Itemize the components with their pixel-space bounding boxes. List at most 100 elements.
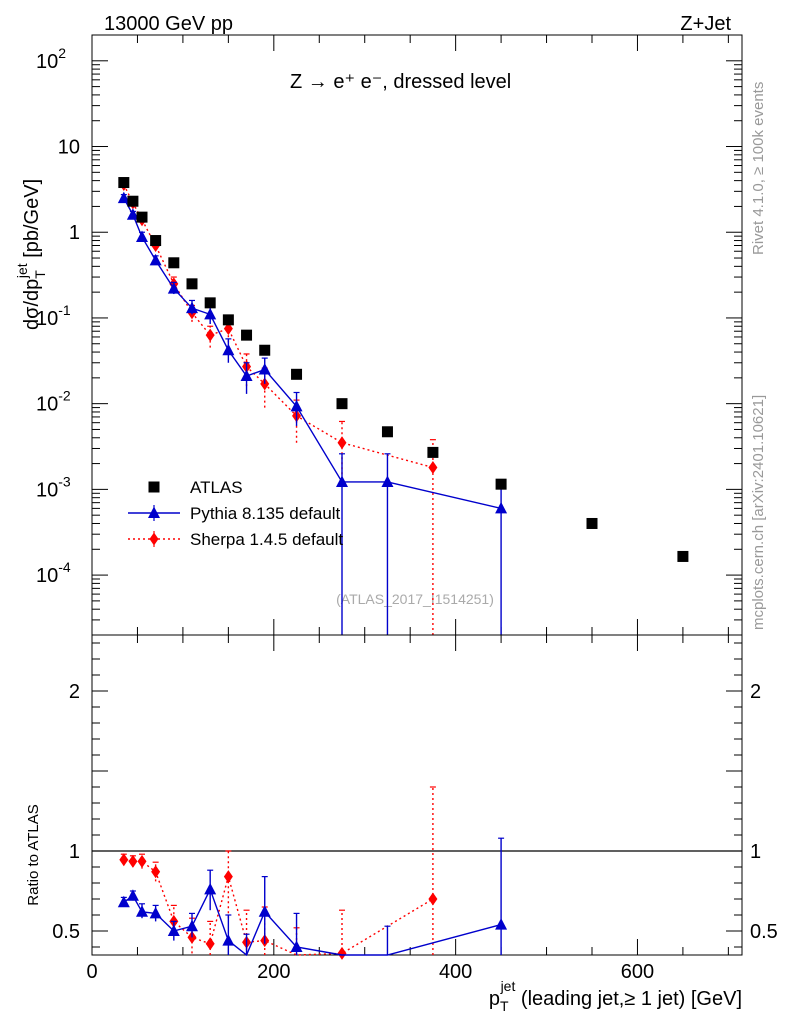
pythia-ratio-point	[222, 934, 235, 946]
legend-label: Sherpa 1.4.5 default	[190, 530, 343, 549]
atlas-point	[150, 235, 162, 247]
ratio-y-tick-label: 1	[69, 841, 80, 863]
ratio-y-tick-label-right: 2	[750, 681, 761, 703]
x-tick-label: 600	[621, 961, 654, 983]
pythia-point	[258, 363, 271, 375]
pythia-ratio-point	[126, 889, 139, 901]
sherpa-ratio-point	[128, 854, 138, 868]
pythia-point	[336, 475, 348, 487]
y-tick-base: 10	[36, 394, 58, 416]
x-tick-label: 200	[257, 961, 290, 983]
pythia-ratio-point	[117, 895, 130, 908]
pythia-point	[240, 369, 253, 382]
ratio-panel-frame	[91, 634, 743, 956]
x-tick-label: 400	[439, 961, 472, 983]
atlas-point	[427, 446, 439, 458]
ylabel-sup: jet	[14, 263, 30, 279]
pythia-point	[222, 343, 235, 356]
pythia-point	[117, 191, 130, 204]
y-tick-base: 10	[36, 565, 58, 587]
y-tick-label: 10-2	[36, 388, 71, 416]
atlas-point	[291, 368, 303, 380]
main-y-axis-label: dσ/dpTjet [pb/GeV]	[14, 179, 48, 330]
xlabel-rest: (leading jet,≥ 1 jet) [GeV]	[515, 988, 742, 1010]
sherpa-ratio-point	[337, 946, 347, 960]
pythia-point	[186, 301, 198, 314]
atlas-point	[677, 550, 689, 562]
header-process: 13000 GeV pp	[104, 13, 233, 35]
pythia-point	[149, 253, 162, 266]
main-data-layer	[117, 177, 689, 635]
y-tick-label: 1	[69, 222, 80, 244]
pythia-point	[495, 501, 508, 514]
atlas-point	[222, 314, 234, 326]
legend-marker	[148, 481, 160, 493]
pythia-ratio-point	[204, 882, 217, 895]
atlas-point	[127, 195, 139, 207]
ratio-data-layer	[117, 786, 508, 960]
atlas-point	[136, 211, 148, 223]
pythia-point	[381, 475, 394, 487]
ratio-y-tick-label: 0.5	[52, 921, 80, 943]
legend-marker	[148, 506, 160, 518]
pythia-ratio-point	[495, 918, 508, 930]
ratio-y-tick-labels: 0.5 0.5 1 1 2 2	[52, 681, 778, 943]
y-tick-base: 10	[36, 51, 58, 73]
rivet-label: Rivet 4.1.0, ≥ 100k events	[750, 82, 767, 255]
ratio-axis-ticks	[91, 635, 742, 955]
sherpa-ratio-line	[123, 859, 434, 956]
pythia-ratio-point	[167, 924, 180, 936]
xlabel-p: p	[489, 988, 500, 1010]
sherpa-ratio-point	[428, 892, 438, 906]
y-tick-exponent: -1	[58, 302, 71, 318]
sherpa-point	[428, 460, 438, 474]
atlas-point	[381, 426, 393, 438]
main-axis-ticks	[91, 34, 742, 636]
ylabel-sub: T	[32, 270, 48, 279]
y-tick-exponent: -4	[58, 559, 71, 575]
atlas-point	[336, 398, 348, 410]
pythia-ratio-point	[290, 940, 303, 952]
atlas-point	[118, 177, 130, 189]
y-tick-label: 10-4	[36, 559, 71, 587]
y-tick-base: 10	[36, 308, 58, 330]
sherpa-ratio-point	[223, 870, 233, 884]
y-tick-label: 10-1	[36, 302, 71, 330]
sherpa-line	[123, 184, 434, 469]
ratio-y-tick-label-right: 1	[750, 841, 761, 863]
pythia-point	[290, 399, 303, 412]
sherpa-point	[205, 328, 215, 342]
xlabel-sub: T	[500, 998, 509, 1014]
pythia-line	[123, 197, 502, 510]
atlas-point	[186, 278, 198, 290]
header-analysis: Z+Jet	[680, 13, 731, 35]
legend-marker	[149, 532, 159, 546]
ratio-y-tick-label: 2	[69, 681, 80, 703]
analysis-watermark: (ATLAS_2017_I1514251)	[336, 591, 494, 607]
y-tick-base: 10	[36, 479, 58, 501]
ylabel-pre: dσ/dp	[21, 279, 43, 330]
ratio-y-axis-label: Ratio to ATLAS	[25, 804, 42, 905]
legend-label: Pythia 8.135 default	[190, 504, 341, 523]
chart-title: Z → e⁺ e⁻, dressed level	[290, 71, 511, 93]
x-axis-label: pTjet (leading jet,≥ 1 jet) [GeV]	[489, 978, 742, 1014]
pythia-ratio-point	[258, 905, 271, 917]
pythia-point	[126, 208, 139, 220]
pythia-ratio-line	[123, 887, 502, 957]
legend-label: ATLAS	[190, 478, 243, 497]
x-tick-label: 0	[86, 961, 97, 983]
y-tick-exponent: 2	[58, 45, 66, 61]
sherpa-ratio-point	[151, 865, 161, 879]
ratio-y-tick-label-right: 0.5	[750, 921, 778, 943]
atlas-point	[204, 297, 216, 309]
ylabel-rest: [pb/GeV]	[21, 179, 43, 264]
mcplots-label: mcplots.cern.ch [arXiv:2401.10621]	[750, 395, 767, 630]
sherpa-point	[337, 436, 347, 450]
sherpa-ratio-point	[137, 854, 147, 868]
y-tick-label: 102	[36, 45, 66, 73]
x-tick-labels: 0 200 400 600	[86, 961, 654, 983]
pythia-point	[204, 307, 217, 320]
sherpa-point	[223, 322, 233, 336]
